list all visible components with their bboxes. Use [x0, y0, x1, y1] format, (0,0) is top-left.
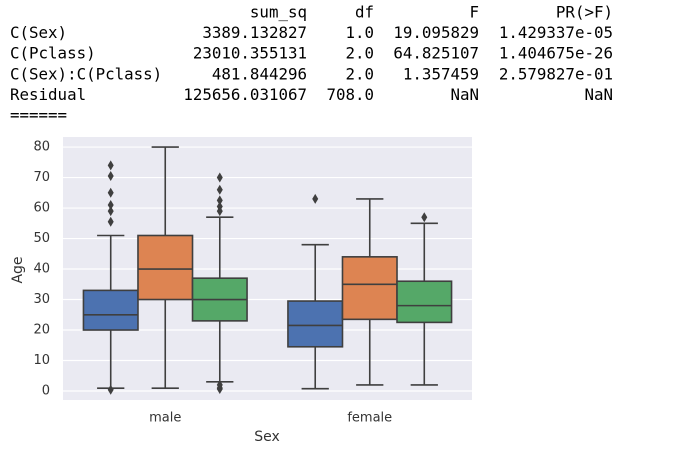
outlier	[216, 184, 223, 195]
table-cell: NaN	[450, 85, 479, 104]
y-tick-label: 40	[33, 262, 50, 277]
table-cell: 708.0	[326, 85, 374, 104]
box	[137, 234, 194, 301]
y-tick-label: 30	[33, 292, 50, 307]
y-tick-label: 20	[33, 323, 50, 338]
y-tick-label: 60	[33, 201, 50, 216]
y-tick-label: 70	[33, 170, 50, 185]
table-cell: 3389.132827	[202, 23, 307, 42]
outlier	[107, 187, 114, 198]
table-cell: 64.825107	[393, 44, 479, 63]
x-tick-label: male	[149, 411, 181, 426]
outlier	[421, 212, 428, 223]
outlier	[312, 193, 319, 204]
row-label: C(Sex)	[10, 23, 67, 42]
table-cell: 19.095829	[393, 23, 479, 42]
table-cell: 1.0	[345, 23, 374, 42]
column-header: df	[355, 3, 374, 22]
row-label: C(Pclass)	[10, 44, 96, 63]
outlier	[216, 172, 223, 183]
outlier	[107, 199, 114, 210]
y-tick-label: 80	[33, 140, 50, 155]
table-cell: NaN	[584, 85, 613, 104]
outlier	[216, 379, 223, 390]
y-tick-label: 0	[42, 384, 50, 399]
table-cell: 2.579827e-01	[499, 64, 613, 83]
outlier	[216, 201, 223, 212]
table-cell: 2.0	[345, 64, 374, 83]
row-label: Residual	[10, 85, 86, 104]
box	[396, 280, 453, 324]
y-tick-label: 50	[33, 231, 50, 246]
table-cell: 1.357459	[403, 64, 479, 83]
row-label: C(Sex):C(Pclass)	[10, 64, 162, 83]
box	[287, 300, 344, 348]
column-header: F	[469, 3, 479, 22]
table-cell: 23010.355131	[193, 44, 307, 63]
table-cell: 2.0	[345, 44, 374, 63]
outlier	[107, 216, 114, 227]
x-tick-label: female	[347, 411, 392, 426]
outlier	[107, 171, 114, 182]
y-axis-label: Age	[10, 256, 26, 283]
outlier	[107, 160, 114, 171]
table-cell: 1.429337e-05	[499, 23, 613, 42]
outlier	[107, 384, 114, 395]
table-cell: 1.404675e-26	[499, 44, 613, 63]
box	[341, 256, 398, 321]
column-header: PR(>F)	[556, 3, 613, 22]
table-cell: 125656.031067	[183, 85, 307, 104]
outlier	[107, 206, 114, 217]
y-tick-label: 10	[33, 353, 50, 368]
separator: ======	[10, 106, 67, 125]
outlier	[216, 195, 223, 206]
box	[82, 289, 139, 331]
column-header: sum_sq	[250, 3, 307, 22]
table-cell: 481.844296	[212, 64, 307, 83]
x-axis-label: Sex	[254, 429, 280, 445]
